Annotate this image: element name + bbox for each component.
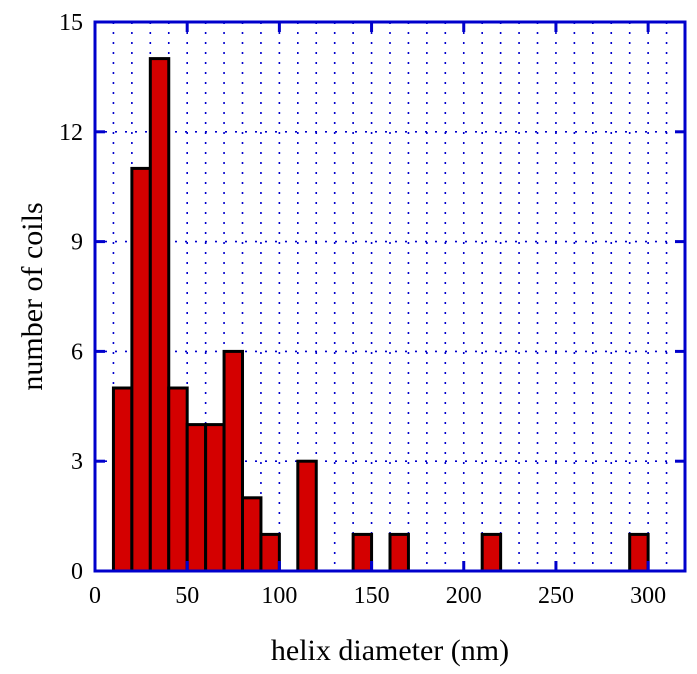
y-tick-label: 9	[71, 230, 83, 256]
histogram-bar	[222, 349, 244, 573]
histogram-bar	[296, 459, 318, 573]
histogram-bar	[130, 166, 152, 573]
x-tick-label: 300	[630, 583, 666, 609]
y-tick-label: 12	[59, 120, 83, 146]
histogram-bar	[628, 532, 650, 573]
y-tick-label: 3	[71, 449, 83, 475]
x-axis-label: helix diameter (nm)	[271, 634, 509, 667]
plot-frame	[93, 20, 687, 573]
histogram-bar	[480, 532, 503, 573]
histogram-bar	[259, 532, 281, 573]
y-tick-labels: 0 3 6 9 12 15	[59, 10, 83, 585]
x-tick-label: 200	[446, 583, 482, 609]
histogram-bar	[241, 496, 263, 573]
x-tick-label: 250	[538, 583, 574, 609]
histogram-bar	[148, 57, 171, 573]
histogram-bar	[185, 423, 208, 573]
y-tick-label: 6	[71, 339, 83, 365]
x-tick-label: 100	[261, 583, 297, 609]
histogram-bar	[111, 386, 134, 573]
bars-group	[111, 57, 650, 573]
y-axis-label: number of coils	[16, 202, 49, 390]
x-tick-label: 150	[354, 583, 390, 609]
x-tick-label: 50	[175, 583, 199, 609]
histogram-bar	[204, 423, 226, 573]
y-tick-label: 15	[59, 10, 83, 36]
histogram-bar	[167, 386, 189, 573]
y-tick-label: 0	[71, 559, 83, 585]
histogram-bar	[388, 532, 410, 573]
histogram-bar	[351, 532, 374, 573]
x-tick-labels: 0 50 100 150 200 250 300	[89, 583, 666, 609]
axis-ticks	[93, 20, 685, 573]
x-tick-label: 0	[89, 583, 101, 609]
